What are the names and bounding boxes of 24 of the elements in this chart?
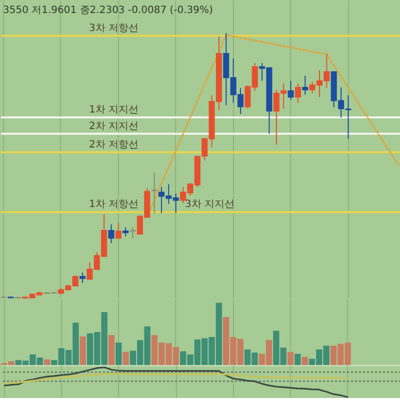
- bar: [287, 352, 294, 365]
- candlestick: [151, 172, 158, 214]
- bar: [122, 352, 129, 365]
- ref-line-label: 1차 지지선: [89, 104, 139, 116]
- candlestick: [108, 224, 114, 244]
- bar: [108, 335, 115, 365]
- candlestick: [122, 226, 129, 237]
- bar: [116, 342, 122, 365]
- ref-line-label: 2차 지지선: [89, 120, 139, 132]
- candlestick: [130, 226, 136, 239]
- bar: [294, 354, 301, 365]
- candlestick: [288, 80, 294, 100]
- candlestick: [79, 272, 86, 284]
- candlestick: [302, 75, 308, 96]
- ref-line-label: 3차 저항선: [89, 22, 139, 34]
- annotation: 3차 지지선: [185, 199, 235, 210]
- bar: [44, 359, 50, 365]
- ref-line-label: 2차 저항선: [89, 139, 139, 150]
- ref-line-label: 1차 저항선: [89, 199, 139, 210]
- text: 3550 저1.9601 종2.2303 -0.0087 (-0.39%): [3, 5, 214, 16]
- bar: [80, 336, 86, 365]
- bar: [302, 356, 308, 365]
- candlestick: [294, 83, 301, 104]
- candlestick: [115, 222, 122, 240]
